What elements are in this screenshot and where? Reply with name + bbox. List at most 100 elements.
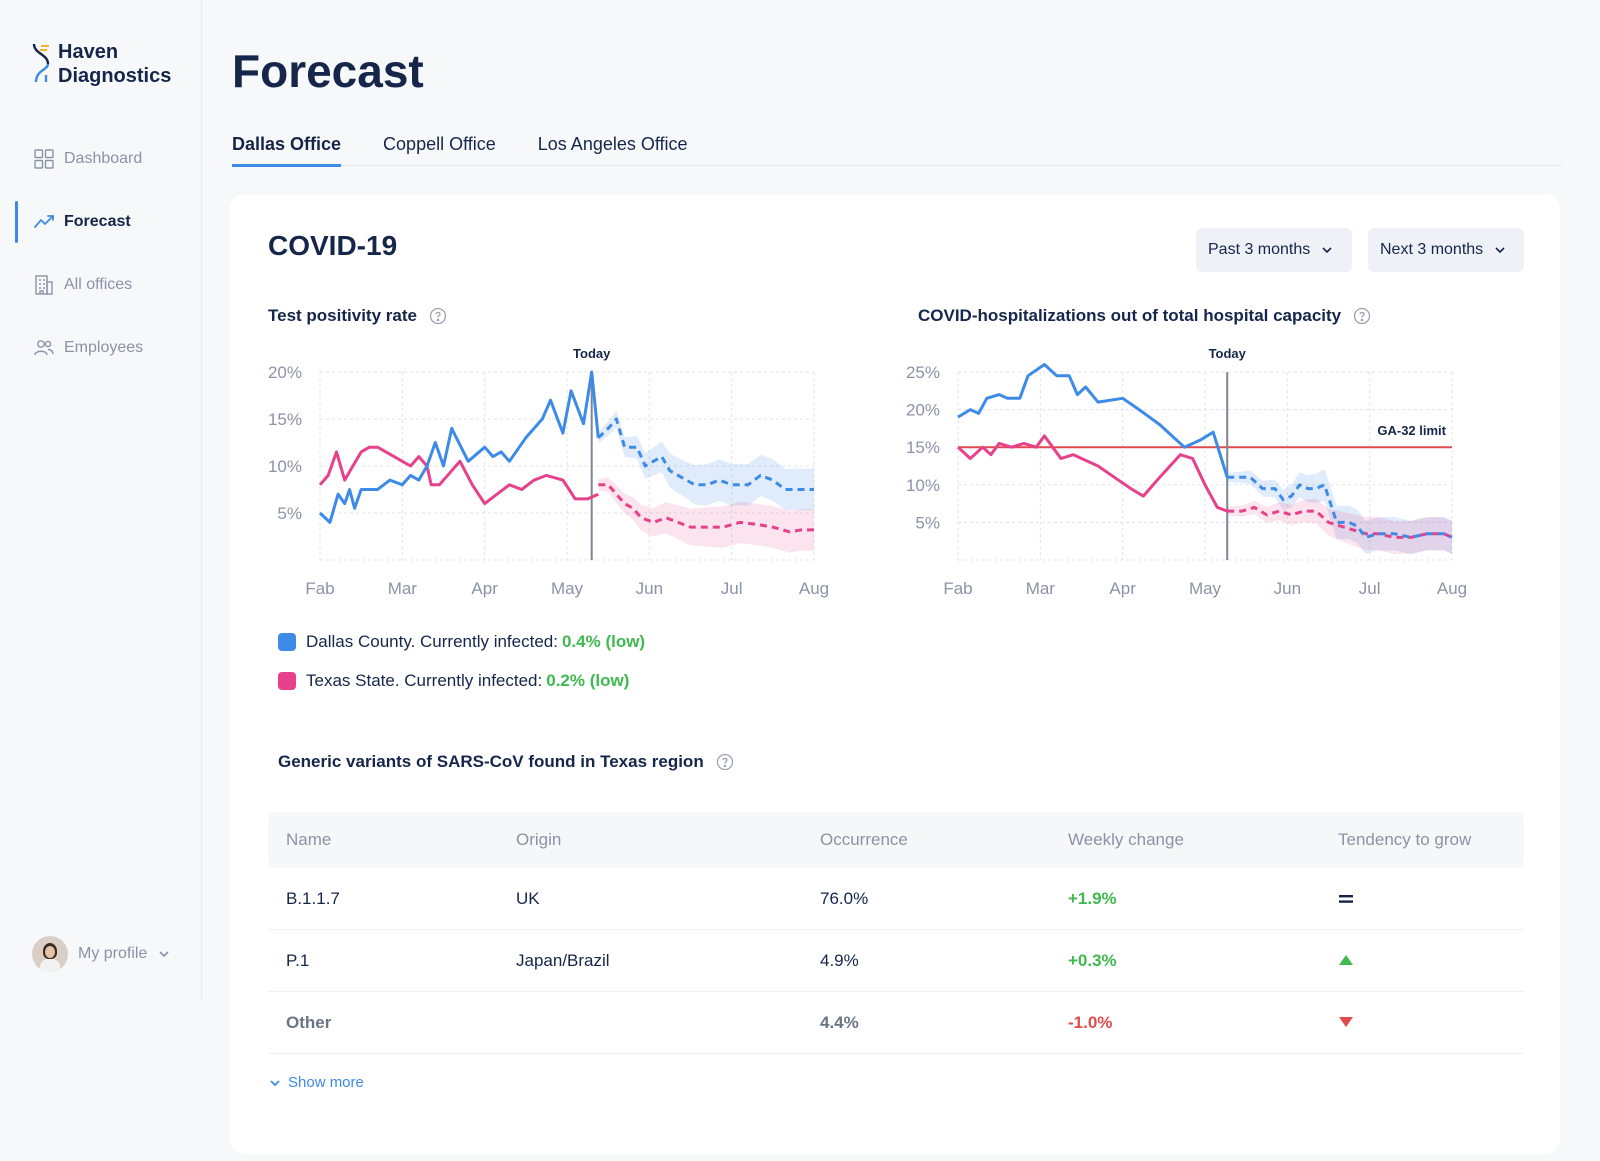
sidebar-item-label: Dashboard [64,150,143,167]
cell-tendency [1326,951,1524,971]
table-row[interactable]: P.1 Japan/Brazil 4.9% +0.3% [268,930,1524,992]
series-line-actual-pink [956,434,1228,513]
sidebar-item-dashboard[interactable]: Dashboard [0,136,202,182]
forecast-band-pink [598,477,814,553]
chevron-down-icon [1322,247,1332,254]
table-row[interactable]: Other 4.4% -1.0% [268,992,1524,1054]
series-line-forecast-blue [1227,475,1453,539]
sidebar-item-label: All offices [64,276,133,293]
show-more-link[interactable]: Show more [268,1074,364,1091]
profile-label: My profile [78,945,148,962]
x-tick-label: Aug [1437,579,1467,598]
forecast-icon [34,215,54,228]
x-tick-label: Mar [388,579,418,598]
help-icon[interactable] [1353,307,1371,325]
chart-title-text: COVID-hospitalizations out of total hosp… [918,306,1342,325]
cell-name: B.1.1.7 [286,888,340,908]
tab-dallas-office[interactable]: Dallas Office [232,134,342,167]
hospitalizations-chart: Fab Mar Apr May Jun Jul Aug 25% 20% 15% 10% 5% GA-32… [906,346,1467,598]
office-tabs: Dallas Office Coppell Office Los Angeles… [232,134,1562,167]
sidebar-item-all-offices[interactable]: All offices [0,262,202,308]
chart-title-positivity: Test positivity rate [268,306,447,326]
sidebar-item-forecast[interactable]: Forecast [0,199,202,245]
y-tick-label: 10% [268,457,302,476]
brand-line-1: Haven [58,41,119,63]
cell-origin: Japan/Brazil [516,950,610,970]
sidebar-nav: Dashboard Forecast All offices Employees [0,136,202,388]
covid-card: COVID-19 Past 3 months Next 3 months Tes… [230,194,1560,1154]
legend-swatch-blue [278,633,296,651]
cell-origin: UK [516,888,540,908]
x-tick-label: Mar [1026,579,1056,598]
chevron-down-icon [1495,247,1505,254]
legend-county: Dallas County. Currently infected: 0.4% … [278,632,645,652]
column-header-weekly-change[interactable]: Weekly change [1068,830,1184,849]
building-icon [35,275,53,295]
column-header-occurrence[interactable]: Occurrence [820,830,908,849]
column-header-origin[interactable]: Origin [516,830,562,849]
x-tick-label: May [551,579,584,598]
x-tick-label: May [1189,579,1222,598]
logo[interactable]: Haven Diagnostics [30,40,171,88]
chart-title-hospitalizations: COVID-hospitalizations out of total hosp… [918,306,1371,326]
column-header-name[interactable]: Name [286,830,332,849]
profile-menu[interactable]: My profile [32,936,171,972]
cell-occurrence: 4.4% [820,1012,859,1032]
y-tick-label: 5% [277,504,302,523]
series-line-actual-blue [318,370,600,524]
y-tick-label: 25% [906,363,940,382]
x-tick-label: Jul [1359,579,1381,598]
table-header: Name Origin Occurrence Weekly change Ten… [268,812,1524,868]
y-tick-label: 15% [268,410,302,429]
legend-value: 0.4% (low) [561,632,646,651]
chart-title-text: Test positivity rate [268,306,417,325]
x-tick-label: Jul [721,579,743,598]
help-icon[interactable] [429,307,447,325]
show-more-label: Show more [288,1074,364,1091]
variants-title-text: Generic variants of SARS-CoV found in Te… [278,752,704,771]
y-tick-label: 5% [915,513,940,532]
legend-label: Texas State. Currently infected: [306,671,543,690]
next-range-dropdown[interactable]: Next 3 months [1368,228,1524,272]
cell-weekly-change: +0.3% [1068,950,1117,970]
tab-los-angeles-office[interactable]: Los Angeles Office [537,134,688,154]
equal-icon [1339,894,1353,903]
series-line-forecast-pink [1227,505,1453,539]
series-line-forecast-blue [597,417,814,491]
sidebar: Haven Diagnostics Dashboard Forecast All… [0,0,202,1002]
past-range-dropdown[interactable]: Past 3 months [1196,228,1352,272]
y-tick-label: 20% [906,401,940,420]
y-tick-label: 15% [906,438,940,457]
variants-title: Generic variants of SARS-CoV found in Te… [278,752,734,772]
cell-tendency [1326,1013,1524,1033]
y-tick-label: 20% [268,363,302,382]
dashboard-icon [34,149,54,169]
past-range-label: Past 3 months [1208,241,1311,258]
x-tick-label: Fab [943,579,972,598]
cell-weekly-change: -1.0% [1068,1012,1113,1032]
help-icon[interactable] [716,753,734,771]
sidebar-item-label: Forecast [64,213,131,230]
table-row[interactable]: B.1.1.7 UK 76.0% +1.9% [268,868,1524,930]
avatar [32,936,68,972]
arrow-down-icon [1339,1016,1353,1027]
next-range-label: Next 3 months [1380,241,1484,258]
chevron-down-icon [270,1079,280,1086]
x-tick-label: Apr [471,579,498,598]
today-label: Today [1209,346,1247,361]
today-label: Today [573,346,611,361]
tab-coppell-office[interactable]: Coppell Office [383,134,496,154]
cell-name: Other [286,1012,332,1032]
brand-line-2: Diagnostics [58,65,172,87]
column-header-tendency[interactable]: Tendency to grow [1338,830,1472,849]
legend-state: Texas State. Currently infected: 0.2% (l… [278,671,629,691]
x-tick-label: Jun [1274,579,1301,598]
series-line-actual-blue [957,363,1229,478]
x-tick-label: Apr [1109,579,1136,598]
cell-weekly-change: +1.9% [1068,888,1117,908]
sidebar-item-employees[interactable]: Employees [0,325,202,371]
arrow-up-icon [1339,954,1353,965]
logo-icon [32,43,50,83]
page-title: Forecast [232,45,424,97]
cell-tendency [1326,889,1524,909]
